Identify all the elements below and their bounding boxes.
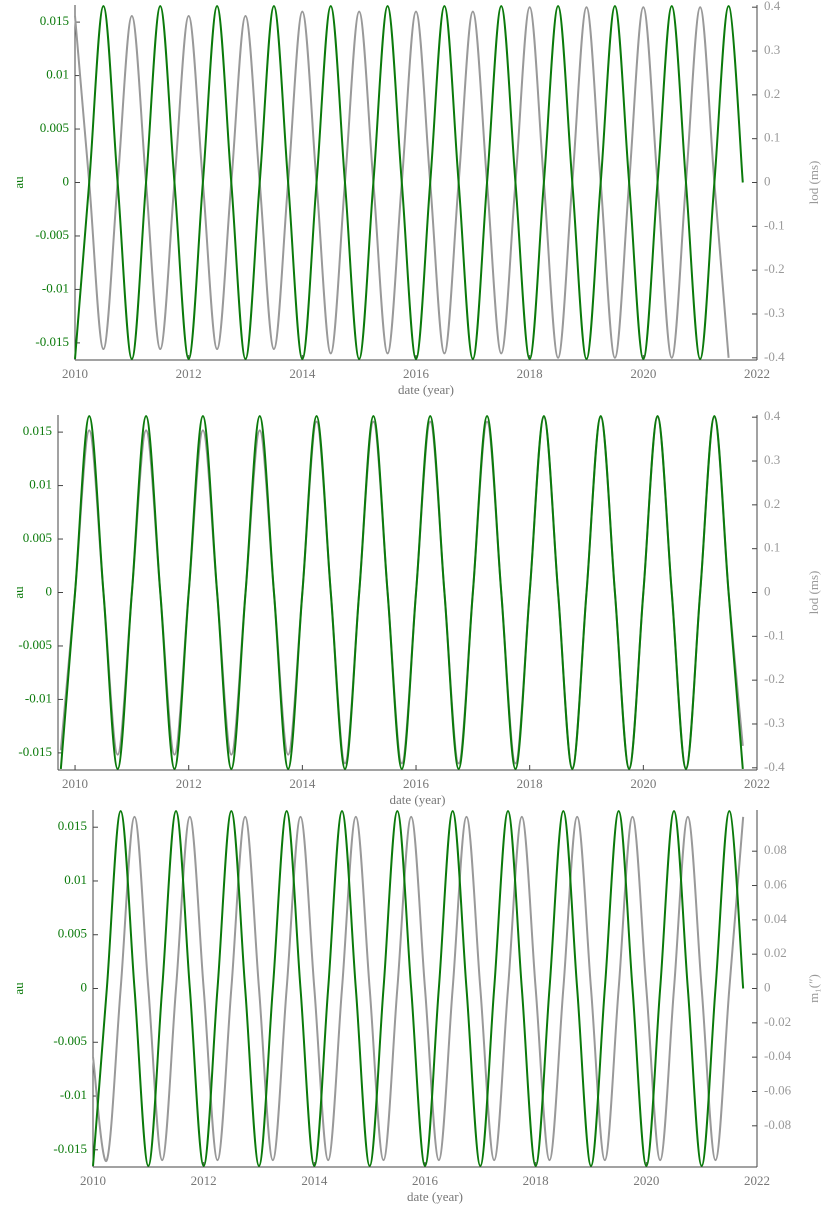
- x-axis-label: date (year): [407, 1189, 463, 1204]
- x-tick-label: 2012: [176, 776, 202, 791]
- y-tick-label: -0.005: [18, 637, 52, 652]
- series-line: [59, 416, 744, 769]
- x-tick-label: 2016: [403, 776, 430, 791]
- y-tick-label: 0.005: [23, 530, 52, 545]
- y2-tick-label: -0.02: [764, 1014, 791, 1029]
- y2-tick-label: -0.1: [764, 627, 785, 642]
- y-axis-label: au: [11, 176, 26, 189]
- y2-tick-label: -0.2: [764, 261, 785, 276]
- x-tick-label: 2020: [633, 1173, 659, 1188]
- y2-tick-label: 0: [764, 979, 771, 994]
- y-tick-label: 0.015: [40, 13, 69, 28]
- x-tick-label: 2012: [191, 1173, 217, 1188]
- y2-tick-label: -0.3: [764, 715, 785, 730]
- y2-tick-label: -0.04: [764, 1048, 792, 1063]
- x-tick-label: 2014: [301, 1173, 328, 1188]
- y-tick-label: 0.015: [23, 423, 52, 438]
- series-line: [92, 815, 745, 1162]
- y2-tick-label: 0.04: [764, 911, 787, 926]
- y2-tick-label: 0.1: [764, 540, 780, 555]
- y-tick-label: 0.015: [58, 818, 87, 833]
- x-axis-label: date (year): [390, 792, 446, 807]
- y2-tick-label: -0.3: [764, 305, 785, 320]
- y2-tick-label: 0: [764, 583, 771, 598]
- y2-tick-label: 0.2: [764, 496, 780, 511]
- x-tick-label: 2016: [403, 366, 430, 381]
- x-tick-label: 2010: [80, 1173, 106, 1188]
- x-tick-label: 2014: [289, 776, 316, 791]
- x-tick-label: 2022: [744, 1173, 770, 1188]
- y-tick-label: 0.01: [46, 67, 69, 82]
- x-tick-label: 2018: [517, 366, 543, 381]
- y2-tick-label: -0.2: [764, 671, 785, 686]
- y-axis-label: au: [11, 982, 26, 995]
- x-tick-label: 2012: [176, 366, 202, 381]
- x-tick-label: 2020: [630, 366, 656, 381]
- y2-tick-label: -0.1: [764, 217, 785, 232]
- x-tick-label: 2020: [630, 776, 656, 791]
- y-tick-label: -0.005: [53, 1033, 87, 1048]
- y2-tick-label: 0.3: [764, 452, 780, 467]
- x-tick-label: 2010: [62, 776, 88, 791]
- y-tick-label: -0.015: [18, 744, 52, 759]
- y2-tick-label: 0.3: [764, 42, 780, 57]
- x-tick-label: 2022: [744, 776, 770, 791]
- y2-tick-label: 0.06: [764, 877, 787, 892]
- x-tick-label: 2016: [412, 1173, 439, 1188]
- y-tick-label: -0.01: [42, 280, 69, 295]
- y2-tick-label: 0.02: [764, 945, 787, 960]
- y-tick-label: -0.01: [25, 690, 52, 705]
- y2-tick-label: -0.08: [764, 1117, 791, 1132]
- y2-tick-label: 0.2: [764, 86, 780, 101]
- series-line: [92, 810, 745, 1167]
- y-tick-label: -0.01: [60, 1087, 87, 1102]
- series-line: [74, 5, 744, 360]
- y2-tick-label: -0.06: [764, 1082, 792, 1097]
- y2-tick-label: 0.4: [764, 408, 781, 423]
- x-axis-label: date (year): [398, 382, 454, 397]
- y-tick-label: 0: [63, 173, 70, 188]
- x-tick-label: 2018: [517, 776, 543, 791]
- y2-tick-label: 0.08: [764, 842, 787, 857]
- y-tick-label: -0.015: [35, 334, 69, 349]
- y2-tick-label: 0: [764, 173, 771, 188]
- x-tick-label: 2010: [62, 366, 88, 381]
- x-tick-label: 2022: [744, 366, 770, 381]
- y2-axis-label: lod (ms): [806, 161, 821, 205]
- y-tick-label: 0: [46, 583, 53, 598]
- y-tick-label: 0.005: [58, 926, 87, 941]
- y2-axis-label: m₁(″): [806, 974, 821, 1003]
- y2-tick-label: -0.4: [764, 759, 785, 774]
- x-tick-label: 2018: [523, 1173, 549, 1188]
- y-tick-label: -0.015: [53, 1141, 87, 1156]
- y-axis-label: au: [11, 586, 26, 599]
- y2-tick-label: 0.1: [764, 130, 780, 145]
- y-tick-label: -0.005: [35, 227, 69, 242]
- y2-tick-label: 0.4: [764, 0, 781, 13]
- y-tick-label: 0.005: [40, 120, 69, 135]
- y-tick-label: 0: [81, 979, 88, 994]
- y-tick-label: 0.01: [29, 477, 52, 492]
- x-tick-label: 2014: [289, 366, 316, 381]
- y2-tick-label: -0.4: [764, 349, 785, 364]
- y2-axis-label: lod (ms): [806, 571, 821, 615]
- series-line: [59, 415, 744, 770]
- y-tick-label: 0.01: [64, 872, 87, 887]
